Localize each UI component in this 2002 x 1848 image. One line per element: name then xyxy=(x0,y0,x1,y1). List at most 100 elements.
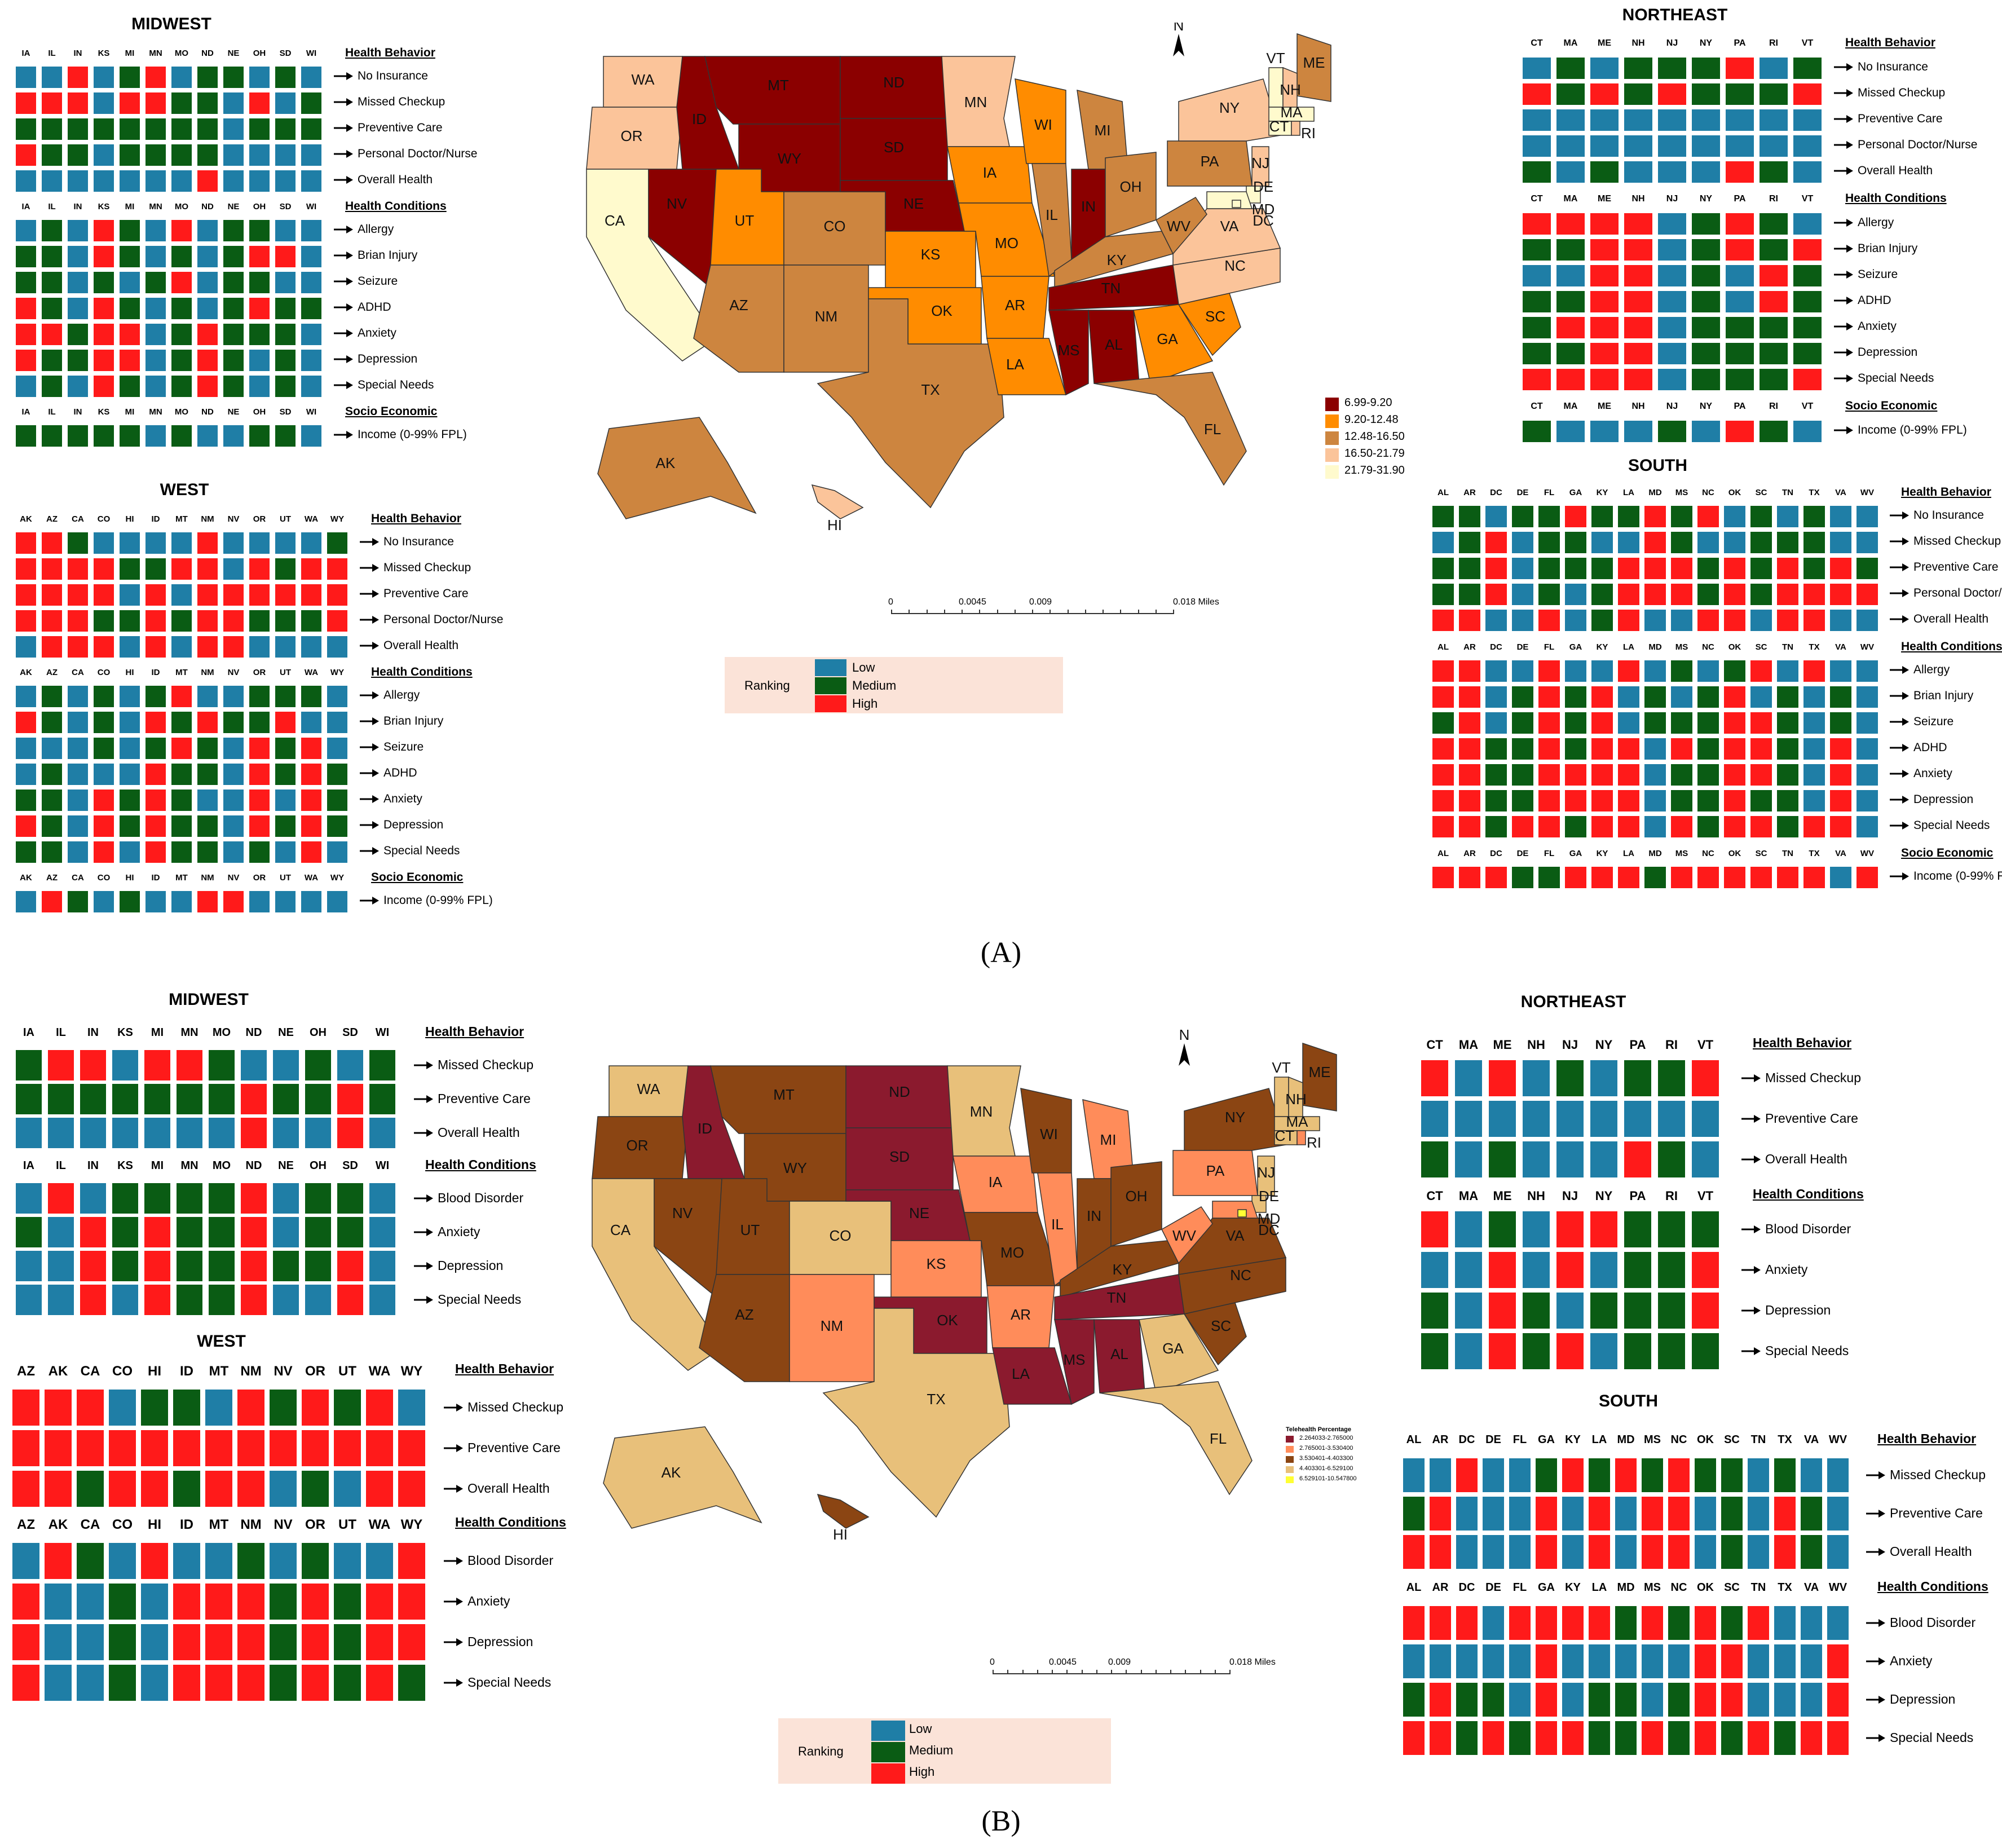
heatmap-cell xyxy=(249,67,270,88)
state-header: HI xyxy=(125,668,134,677)
heatmap-cell xyxy=(1536,1606,1557,1640)
row-label-text: Overall Health xyxy=(1890,1544,1972,1559)
arrow-icon xyxy=(360,769,379,777)
heatmap-cell xyxy=(327,891,347,912)
state-label: KS xyxy=(921,246,941,263)
arrow-icon xyxy=(360,642,379,650)
state-label: NE xyxy=(903,195,924,212)
heatmap-cell xyxy=(327,815,347,837)
heatmap-cell xyxy=(1624,213,1652,235)
heatmap-cell xyxy=(1692,265,1720,286)
state-header: NE xyxy=(278,1159,294,1172)
heatmap-cell xyxy=(205,1543,232,1579)
state-header: MO xyxy=(174,48,189,58)
heatmap-cell xyxy=(1512,764,1533,786)
heatmap-cell xyxy=(1777,558,1798,579)
arrow-icon xyxy=(360,847,379,855)
heatmap-cell xyxy=(209,1050,235,1080)
heatmap-cell xyxy=(1523,83,1551,105)
heatmap-cell xyxy=(1692,1101,1719,1137)
heatmap-cell xyxy=(241,1217,267,1247)
state-label: MA xyxy=(1286,1113,1309,1130)
heatmap-cell xyxy=(1509,1458,1531,1492)
heatmap-cell xyxy=(209,1217,235,1247)
row-label-text: Income (0-99% FPL) xyxy=(1913,870,2002,883)
heatmap-cell xyxy=(1509,1606,1531,1640)
state-label: ID xyxy=(692,111,707,127)
heatmap-cell xyxy=(205,1624,232,1660)
arrow-icon xyxy=(1741,1225,1761,1233)
state-header: RI xyxy=(1769,194,1778,204)
heatmap-cell xyxy=(197,841,218,863)
state-header: AZ xyxy=(17,1364,35,1379)
heatmap-cell xyxy=(173,1471,200,1507)
state-header: DC xyxy=(1458,1581,1475,1594)
heatmap-cell xyxy=(223,558,244,580)
north-arrow-icon xyxy=(1179,1043,1190,1066)
heatmap-cell xyxy=(237,1430,264,1466)
row-label-text: Anxiety xyxy=(358,327,396,339)
heatmap-cell xyxy=(1644,610,1666,631)
state-label: KY xyxy=(1113,1261,1132,1278)
heatmap-cell xyxy=(120,298,140,319)
heatmap-cell xyxy=(1692,1211,1719,1247)
heatmap-cell xyxy=(301,272,321,293)
heatmap-cell xyxy=(301,841,321,863)
row-label: No Insurance xyxy=(334,69,428,83)
heatmap-cell xyxy=(197,350,218,371)
arrow-icon xyxy=(1834,115,1853,123)
heatmap-cell xyxy=(16,1183,42,1214)
heatmap-cell xyxy=(1760,213,1788,235)
row-label: Allergy xyxy=(1890,663,1950,677)
state-header: NC xyxy=(1702,849,1714,858)
state-header: ID xyxy=(151,873,160,883)
scale-tick xyxy=(1111,1670,1112,1674)
heatmap-cell xyxy=(1618,686,1639,708)
heatmap-cell xyxy=(273,1251,299,1281)
state-wv xyxy=(1156,197,1207,255)
heatmap-cell xyxy=(1459,506,1480,527)
heatmap-cell xyxy=(1562,1721,1584,1755)
state-header: WV xyxy=(1860,849,1875,858)
arrow-icon xyxy=(1834,271,1853,279)
heatmap-cell xyxy=(120,118,140,140)
row-label: Preventive Care xyxy=(444,1440,561,1456)
state-header: GA xyxy=(1538,1434,1555,1446)
heatmap-cell xyxy=(1671,867,1692,888)
heatmap-cell xyxy=(1724,790,1745,811)
heatmap-cell xyxy=(270,1624,297,1660)
heatmap-cell xyxy=(112,1251,138,1281)
heatmap-cell xyxy=(1432,816,1454,837)
row-label: Overall Health xyxy=(1866,1544,1972,1559)
state-header: NE xyxy=(227,202,240,211)
heatmap-cell xyxy=(249,610,270,632)
heatmap-cell xyxy=(1483,1458,1504,1492)
section-header: Health Behavior xyxy=(1877,1431,1977,1446)
heatmap-cell xyxy=(1695,1606,1716,1640)
heatmap-cell xyxy=(1724,712,1745,734)
state-header: TN xyxy=(1782,642,1793,652)
row-label-text: Special Needs xyxy=(1913,819,1990,832)
heatmap-cell xyxy=(1760,135,1788,157)
heatmap-cell xyxy=(145,712,166,733)
heatmap-cell xyxy=(42,220,62,241)
heatmap-cell xyxy=(1456,1683,1478,1717)
heatmap-cell xyxy=(1591,610,1613,631)
state-label: HI xyxy=(833,1526,848,1543)
state-header: WV xyxy=(1860,642,1875,652)
heatmap-cell xyxy=(12,1584,39,1620)
heatmap-cell xyxy=(223,170,244,192)
heatmap-cell xyxy=(197,118,218,140)
state-header: VA xyxy=(1835,642,1846,652)
state-header: MD xyxy=(1617,1581,1635,1594)
row-label: Preventive Care xyxy=(414,1091,531,1106)
heatmap-cell xyxy=(48,1050,74,1080)
heatmap-cell xyxy=(68,67,88,88)
state-ak xyxy=(597,417,757,519)
state-header: NY xyxy=(1699,402,1713,411)
heatmap-cell xyxy=(302,1471,329,1507)
arrow-icon xyxy=(414,1061,433,1069)
arrow-icon xyxy=(360,538,379,546)
heatmap-cell xyxy=(1536,1497,1557,1531)
heatmap-cell xyxy=(1803,790,1825,811)
